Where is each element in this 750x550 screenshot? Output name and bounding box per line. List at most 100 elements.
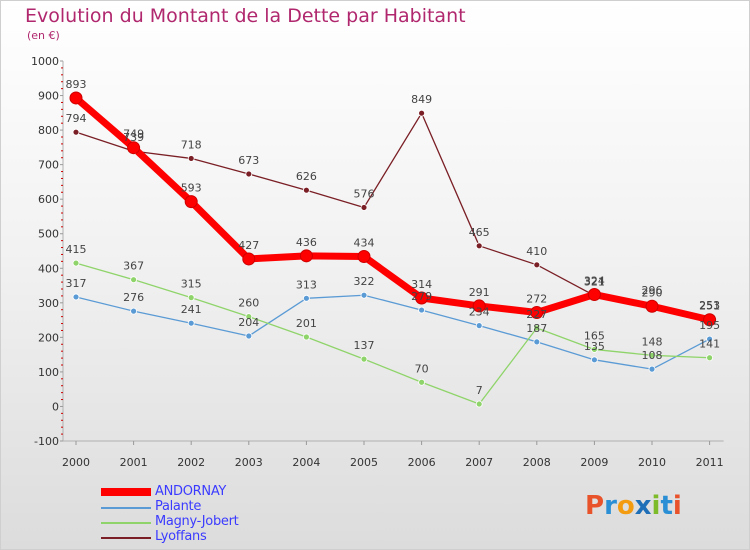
data-point-palante bbox=[245, 332, 253, 340]
data-label-palante: 279 bbox=[411, 290, 432, 303]
y-tick-label: 200 bbox=[38, 331, 59, 344]
data-label-andornay: 593 bbox=[181, 182, 202, 195]
legend-swatch bbox=[101, 537, 151, 539]
chart-subtitle: (en €) bbox=[27, 29, 60, 42]
data-label-andornay: 324 bbox=[584, 275, 605, 288]
data-label-magny-jobert: 70 bbox=[415, 362, 429, 375]
y-tick-label: 500 bbox=[38, 228, 59, 241]
data-point-palante bbox=[302, 294, 310, 302]
data-point-palante bbox=[475, 322, 483, 330]
data-label-palante: 187 bbox=[526, 322, 547, 335]
data-point-magny-jobert bbox=[533, 324, 541, 332]
data-label-magny-jobert: 201 bbox=[296, 317, 317, 330]
data-label-andornay: 434 bbox=[354, 237, 375, 250]
brand-letter: P bbox=[585, 491, 605, 521]
data-point-palante bbox=[72, 293, 80, 301]
legend-label: Palante bbox=[155, 499, 202, 514]
data-point-lyoffans bbox=[72, 128, 80, 136]
data-point-andornay bbox=[299, 249, 313, 263]
data-label-magny-jobert: 148 bbox=[642, 335, 663, 348]
y-tick-label: 400 bbox=[38, 262, 59, 275]
data-label-magny-jobert: 315 bbox=[181, 278, 202, 291]
data-point-palante bbox=[130, 307, 138, 315]
data-label-andornay: 290 bbox=[642, 286, 663, 299]
data-point-andornay bbox=[645, 299, 659, 313]
data-point-magny-jobert bbox=[360, 355, 368, 363]
data-point-andornay bbox=[184, 195, 198, 209]
y-tick-label: 1000 bbox=[31, 55, 59, 68]
data-point-palante bbox=[706, 335, 713, 343]
y-tick-label: 900 bbox=[38, 90, 59, 103]
x-tick-label: 2005 bbox=[350, 456, 378, 469]
data-label-magny-jobert: 367 bbox=[123, 260, 144, 273]
data-point-palante bbox=[591, 356, 598, 364]
x-tick-label: 2003 bbox=[235, 456, 263, 469]
x-tick-label: 2007 bbox=[465, 456, 493, 469]
data-label-magny-jobert: 137 bbox=[354, 339, 375, 352]
data-point-magny-jobert bbox=[648, 351, 656, 359]
data-point-andornay bbox=[703, 313, 717, 327]
legend-label: Magny-Jobert bbox=[155, 514, 239, 529]
data-label-palante: 108 bbox=[642, 349, 663, 362]
data-label-lyoffans: 253 bbox=[699, 299, 720, 312]
data-label-lyoffans: 410 bbox=[526, 245, 547, 258]
data-label-lyoffans: 739 bbox=[123, 131, 144, 144]
chart-title: Evolution du Montant de la Dette par Hab… bbox=[25, 5, 466, 27]
y-tick-label: -100 bbox=[34, 435, 59, 448]
data-label-andornay: 251 bbox=[699, 300, 720, 313]
data-label-lyoffans: 321 bbox=[584, 276, 605, 289]
data-label-palante: 195 bbox=[699, 319, 720, 332]
data-point-magny-jobert bbox=[302, 333, 310, 341]
y-tick-label: 100 bbox=[38, 366, 59, 379]
data-point-andornay bbox=[127, 141, 141, 155]
data-point-palante bbox=[648, 365, 656, 373]
brand-letter: o bbox=[616, 491, 635, 521]
x-tick-label: 2004 bbox=[292, 456, 320, 469]
y-tick-label: 600 bbox=[38, 193, 59, 206]
data-point-lyoffans bbox=[533, 261, 541, 269]
data-point-lyoffans bbox=[475, 242, 483, 250]
data-point-andornay bbox=[530, 305, 544, 319]
brand-letter: i bbox=[672, 491, 682, 521]
data-point-andornay bbox=[415, 291, 429, 305]
series-line-andornay bbox=[73, 95, 711, 324]
data-label-andornay: 314 bbox=[411, 278, 432, 291]
data-label-palante: 204 bbox=[238, 316, 259, 329]
data-point-andornay bbox=[69, 91, 83, 105]
series-line-palante bbox=[75, 294, 710, 370]
data-label-magny-jobert: 141 bbox=[699, 338, 720, 351]
data-label-andornay: 291 bbox=[469, 286, 490, 299]
data-point-magny-jobert bbox=[245, 313, 253, 321]
data-label-magny-jobert: 260 bbox=[238, 297, 259, 310]
data-label-palante: 322 bbox=[354, 275, 375, 288]
x-tick-label: 2002 bbox=[177, 456, 205, 469]
x-tick-label: 2000 bbox=[62, 456, 90, 469]
data-point-andornay bbox=[587, 288, 601, 302]
brand-letter: t bbox=[660, 491, 673, 521]
x-tick-label: 2009 bbox=[580, 456, 608, 469]
brand-logo: Proxiti bbox=[585, 491, 682, 521]
data-point-andornay bbox=[472, 299, 486, 313]
data-point-lyoffans bbox=[360, 204, 368, 211]
x-tick-label: 2008 bbox=[523, 456, 551, 469]
data-label-magny-jobert: 227 bbox=[526, 308, 547, 321]
data-point-magny-jobert bbox=[187, 294, 195, 302]
data-label-andornay: 749 bbox=[123, 128, 144, 141]
data-point-palante bbox=[533, 338, 541, 346]
series-line-magny-jobert bbox=[75, 262, 710, 405]
series-line-lyoffans bbox=[75, 112, 710, 320]
data-label-lyoffans: 718 bbox=[181, 138, 202, 151]
data-label-lyoffans: 794 bbox=[66, 112, 87, 125]
data-label-lyoffans: 673 bbox=[238, 154, 259, 167]
x-tick-label: 2010 bbox=[638, 456, 666, 469]
data-label-magny-jobert: 415 bbox=[66, 243, 87, 256]
data-point-magny-jobert bbox=[706, 354, 713, 362]
data-label-palante: 276 bbox=[123, 291, 144, 304]
data-label-andornay: 272 bbox=[526, 292, 547, 305]
data-point-magny-jobert bbox=[475, 400, 483, 408]
data-label-palante: 241 bbox=[181, 303, 202, 316]
y-tick-label: 700 bbox=[38, 159, 59, 172]
data-point-lyoffans bbox=[245, 170, 253, 178]
